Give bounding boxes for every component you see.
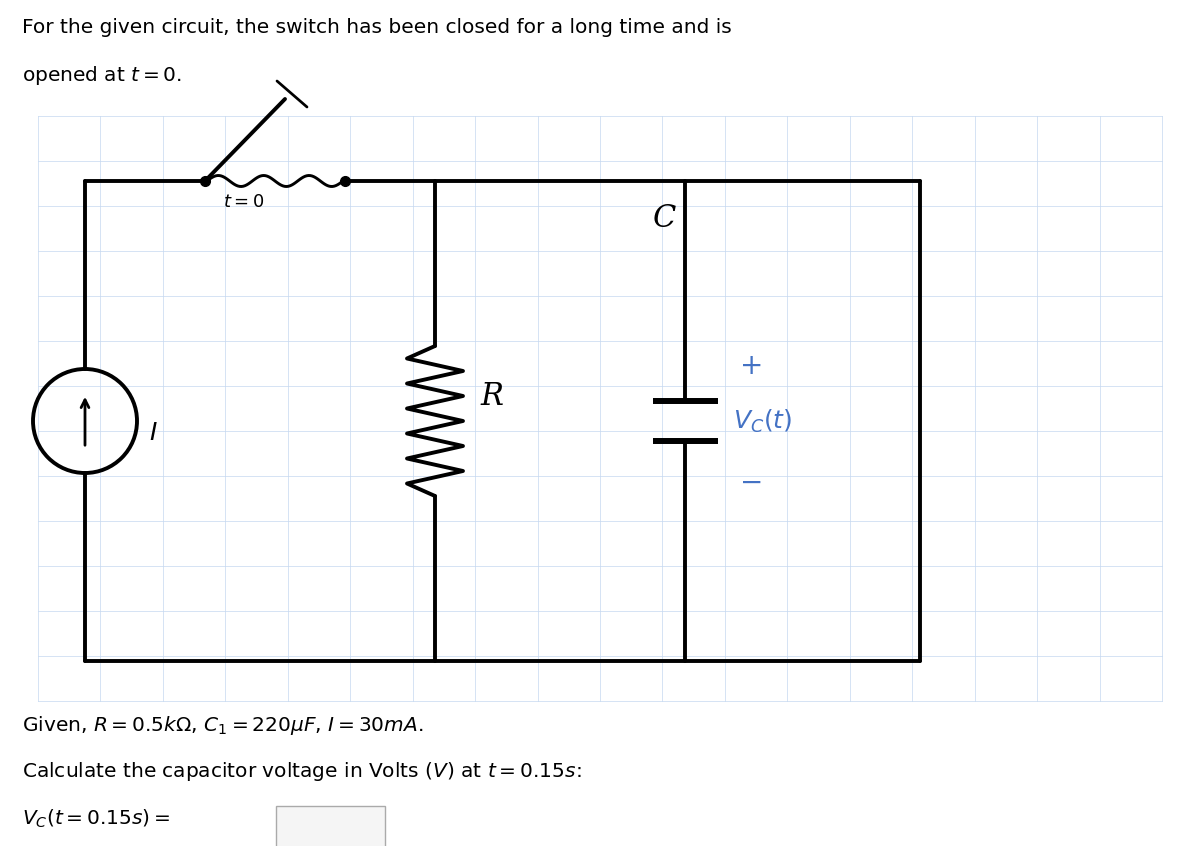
Text: $t=0$: $t=0$ [223,193,264,211]
Text: Given, $R = 0.5k\Omega$, $C_1 = 220\mu F$, $I = 30mA$.: Given, $R = 0.5k\Omega$, $C_1 = 220\mu F… [22,714,424,737]
FancyBboxPatch shape [276,806,385,846]
Text: C: C [653,203,677,234]
Text: $V_C(t)$: $V_C(t)$ [733,408,792,435]
Text: For the given circuit, the switch has been closed for a long time and is: For the given circuit, the switch has be… [22,18,732,37]
Text: $V_C(t = 0.15s) =$: $V_C(t = 0.15s) =$ [22,808,170,830]
Text: +: + [740,352,763,380]
Text: opened at $t = 0$.: opened at $t = 0$. [22,64,182,87]
Text: −: − [740,469,763,497]
Text: $I$: $I$ [149,421,157,444]
Text: R: R [480,381,503,411]
Text: Calculate the capacitor voltage in Volts ($V$) at $t = 0.15s$:: Calculate the capacitor voltage in Volts… [22,760,582,783]
